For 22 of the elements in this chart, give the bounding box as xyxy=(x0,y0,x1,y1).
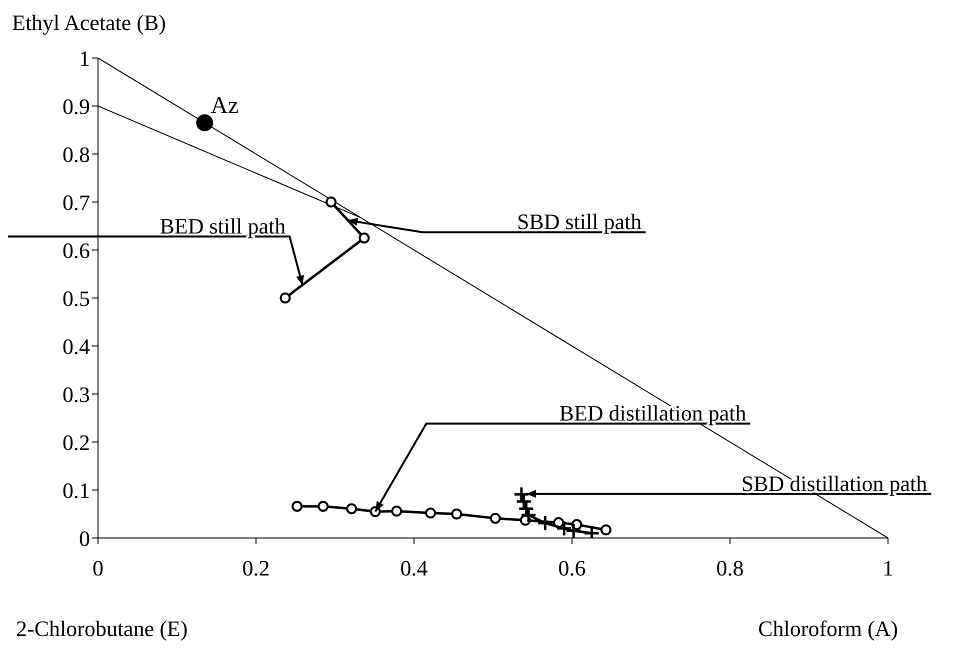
y-tick-label: 0.8 xyxy=(62,142,90,167)
y-tick-label: 0.5 xyxy=(62,286,90,311)
y-tick-label: 0.1 xyxy=(62,478,90,503)
x-tick-label: 0.2 xyxy=(242,556,270,581)
text: 2-Chlorobutane (E) xyxy=(16,616,188,641)
x-tick-label: 1 xyxy=(882,556,894,581)
y-tick-label: 1 xyxy=(79,46,90,71)
x-tick-label: 0.8 xyxy=(716,556,744,581)
y-tick-label: 0.9 xyxy=(62,94,90,119)
y-tick-label: 0 xyxy=(79,526,90,551)
x-tick-label: 0.4 xyxy=(400,556,428,581)
y-tick-label: 0.7 xyxy=(62,190,90,215)
annotation: BED still path xyxy=(160,214,286,239)
x-tick-label: 0.6 xyxy=(558,556,586,581)
annotation: Az xyxy=(210,92,239,119)
y-tick-label: 0.2 xyxy=(62,430,90,455)
y-tick-label: 0.6 xyxy=(62,238,90,263)
y-axis-title: Ethyl Acetate (B) xyxy=(12,10,166,36)
y-tick-label: 0.3 xyxy=(62,382,90,407)
x-axis-title: Chloroform (A) xyxy=(758,616,898,642)
annotation: SBD still path xyxy=(516,209,642,234)
y-tick-label: 0.4 xyxy=(62,334,90,359)
